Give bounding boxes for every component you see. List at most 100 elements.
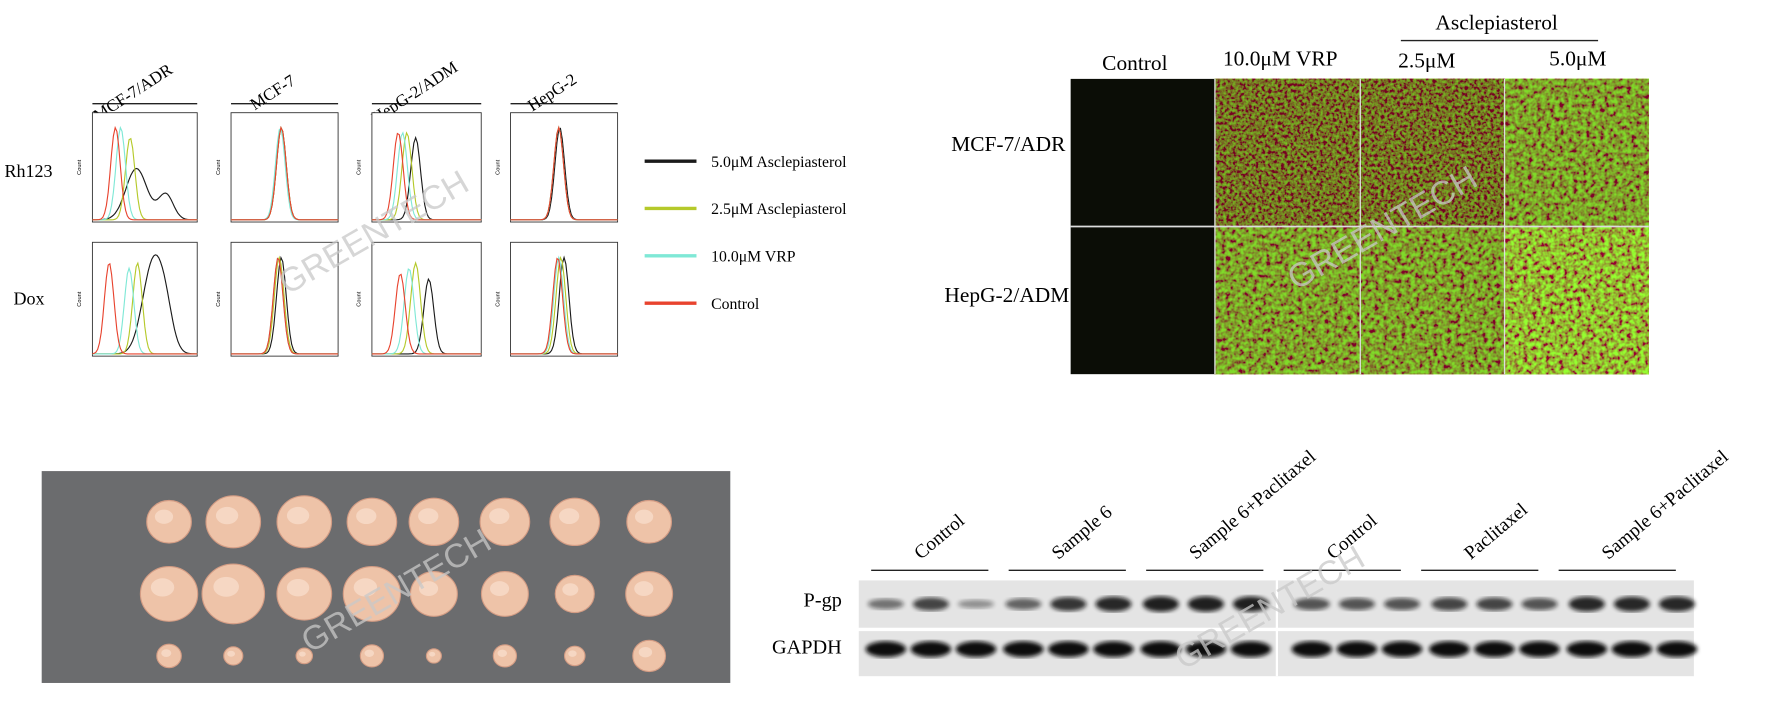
tumor-highlight bbox=[364, 649, 375, 657]
tumor-highlight bbox=[497, 649, 508, 657]
y-axis-label: Count bbox=[77, 159, 83, 174]
tumor-highlight bbox=[154, 509, 174, 524]
histogram-curve bbox=[371, 132, 482, 221]
band bbox=[1232, 596, 1270, 612]
column-label: 10.0μM VRP bbox=[1223, 46, 1338, 70]
legend-label: 2.5μM Asclepiasterol bbox=[711, 201, 847, 218]
y-axis-label: Count bbox=[216, 291, 222, 306]
band bbox=[1048, 641, 1089, 658]
tumor-highlight bbox=[638, 646, 653, 658]
band bbox=[1656, 641, 1698, 658]
band bbox=[1336, 641, 1378, 658]
band bbox=[1568, 596, 1605, 612]
band bbox=[1291, 641, 1333, 658]
legend-label: Control bbox=[711, 296, 760, 313]
band bbox=[865, 641, 907, 658]
band bbox=[1093, 641, 1134, 658]
tumor-highlight bbox=[489, 508, 510, 525]
legend-label: 5.0μM Asclepiasterol bbox=[711, 154, 847, 171]
histogram-frame bbox=[91, 112, 198, 223]
band bbox=[1293, 597, 1330, 611]
panels: MCF-7/ADR Count Count MCF-7 Count Count HepG-2… bbox=[5, 10, 1733, 683]
band bbox=[1658, 596, 1696, 612]
y-axis-label: Count bbox=[77, 291, 83, 306]
tumor-highlight bbox=[353, 578, 378, 597]
micrograph bbox=[1504, 226, 1649, 375]
tumor-highlight bbox=[634, 509, 654, 524]
tumor-highlight bbox=[634, 581, 654, 597]
band bbox=[1003, 641, 1044, 658]
band bbox=[1519, 641, 1560, 658]
histogram-curve bbox=[92, 262, 198, 355]
group-label: Sample 6+Paclitaxel bbox=[1598, 446, 1733, 564]
row-label: P-gp bbox=[804, 589, 842, 611]
y-axis-label: Count bbox=[495, 291, 501, 306]
histogram-frame bbox=[91, 241, 198, 357]
tumor-highlight bbox=[286, 506, 310, 525]
row-label: Rh123 bbox=[5, 161, 53, 181]
row-label: GAPDH bbox=[772, 637, 842, 659]
histogram-curve bbox=[92, 167, 198, 221]
y-axis-label: Count bbox=[216, 159, 222, 174]
column-header: HepG-2 bbox=[510, 70, 618, 116]
group-label: Control bbox=[910, 510, 968, 564]
group-label: Asclepiasterol bbox=[1435, 10, 1558, 34]
micrograph bbox=[1214, 78, 1361, 227]
tumor-highlight bbox=[150, 578, 175, 597]
histogram-frame bbox=[230, 112, 339, 223]
tumor-highlight bbox=[558, 508, 580, 525]
histogram-frame bbox=[510, 112, 619, 223]
band bbox=[867, 598, 904, 610]
band bbox=[1429, 641, 1470, 658]
row-label: Dox bbox=[14, 288, 45, 308]
tumor-highlight bbox=[562, 583, 579, 596]
band bbox=[1383, 597, 1421, 611]
band bbox=[1185, 641, 1227, 658]
tumor-highlight bbox=[227, 650, 236, 657]
band bbox=[1050, 597, 1087, 612]
tumor-highlight bbox=[299, 651, 306, 657]
column-label: 2.5μM bbox=[1398, 49, 1455, 73]
histogram-curve bbox=[231, 125, 339, 221]
column-label: MCF-7 bbox=[247, 71, 299, 114]
band bbox=[1187, 596, 1224, 612]
tumor-highlight bbox=[213, 576, 239, 597]
column-label: 5.0μM bbox=[1549, 46, 1606, 70]
band bbox=[955, 641, 997, 658]
y-axis-label: Count bbox=[357, 291, 363, 306]
column-label: Control bbox=[1102, 51, 1167, 75]
micrograph bbox=[1214, 226, 1361, 375]
histogram-curve bbox=[231, 257, 339, 355]
micrograph bbox=[1360, 78, 1505, 227]
column-header: MCF-7 bbox=[231, 71, 339, 114]
row-label: HepG-2/ADM bbox=[944, 283, 1069, 307]
band bbox=[1142, 596, 1179, 612]
band bbox=[910, 641, 952, 658]
tumor-highlight bbox=[489, 581, 510, 597]
tumor-highlight bbox=[418, 508, 439, 525]
histogram-frame bbox=[371, 112, 482, 223]
histogram-curve bbox=[510, 257, 618, 355]
tumor-highlight bbox=[429, 651, 436, 657]
band bbox=[1431, 597, 1468, 611]
tumor-highlight bbox=[568, 650, 577, 657]
histogram-frame bbox=[371, 241, 482, 357]
row-label: MCF-7/ADR bbox=[951, 132, 1066, 156]
micrograph bbox=[1504, 78, 1649, 227]
band bbox=[1611, 641, 1653, 658]
tumor-highlight bbox=[215, 506, 239, 525]
band bbox=[957, 599, 995, 609]
band bbox=[1474, 641, 1515, 658]
group-label: Paclitaxel bbox=[1460, 499, 1531, 564]
tumor-highlight bbox=[286, 579, 310, 597]
band bbox=[912, 597, 949, 611]
column-label: HepG-2 bbox=[524, 70, 580, 116]
band bbox=[1338, 597, 1375, 611]
band bbox=[1005, 598, 1042, 610]
band bbox=[1140, 641, 1182, 658]
histogram-curve bbox=[371, 273, 482, 355]
legend-label: 10.0μM VRP bbox=[711, 248, 796, 265]
band bbox=[1566, 641, 1608, 658]
band bbox=[1381, 641, 1423, 658]
tumor-highlight bbox=[161, 649, 172, 658]
